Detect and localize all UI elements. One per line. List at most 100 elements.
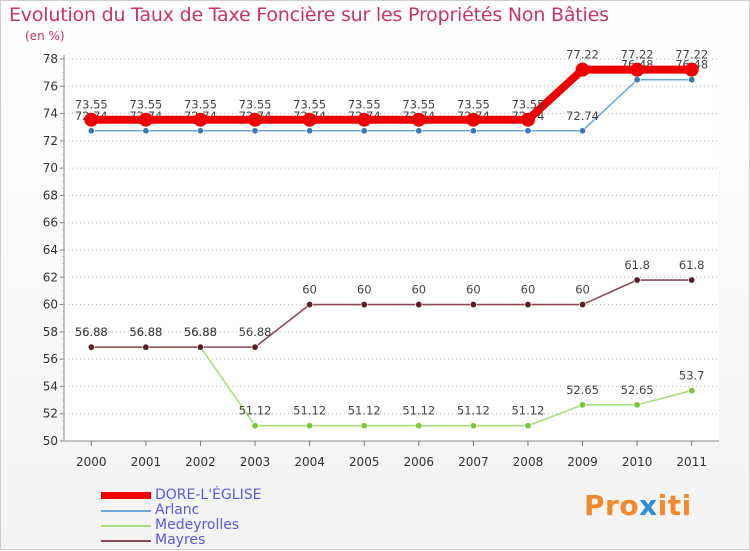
data-point-medeyrolles [415, 422, 423, 430]
data-point-dore-l-glise [302, 112, 317, 127]
legend-swatch [101, 540, 151, 542]
data-point-dore-l-glise [466, 112, 481, 127]
y-tick-label: 68 [43, 188, 58, 202]
data-point-arlanc [633, 76, 641, 84]
x-tick-label: 2009 [567, 455, 598, 469]
data-label-mayres: 56.88 [75, 325, 108, 339]
data-point-dore-l-glise [684, 62, 699, 77]
data-label-mayres: 61.8 [624, 258, 650, 272]
data-label-mayres: 60 [302, 283, 317, 297]
data-label-medeyrolles: 51.12 [348, 404, 381, 418]
data-label-mayres: 60 [411, 283, 426, 297]
data-point-dore-l-glise [84, 112, 99, 127]
data-label-medeyrolles: 52.65 [621, 383, 654, 397]
data-label-dore-l-glise: 73.55 [129, 98, 162, 112]
y-tick-label: 56 [43, 352, 58, 366]
data-label-medeyrolles: 56.88 [129, 325, 162, 339]
data-point-mayres [688, 276, 696, 284]
data-label-dore-l-glise: 73.55 [511, 98, 544, 112]
data-point-arlanc [87, 127, 95, 135]
data-point-medeyrolles [688, 387, 696, 395]
legend-label: DORE-L'ÉGLISE [155, 487, 262, 503]
y-tick-label: 70 [43, 161, 58, 175]
data-label-medeyrolles: 51.12 [511, 404, 544, 418]
y-tick-label: 74 [43, 107, 58, 121]
data-point-dore-l-glise [520, 112, 535, 127]
data-label-medeyrolles: 51.12 [402, 404, 435, 418]
data-point-arlanc [524, 127, 532, 135]
data-label-medeyrolles: 53.7 [679, 369, 705, 383]
data-label-mayres: 60 [575, 283, 590, 297]
data-point-arlanc [360, 127, 368, 135]
y-unit-label: (en %) [25, 29, 65, 43]
proxiti-logo: Proxiti [584, 489, 692, 522]
data-point-medeyrolles [579, 401, 587, 409]
x-tick-label: 2005 [349, 455, 380, 469]
data-point-mayres [251, 343, 259, 351]
data-point-mayres [524, 301, 532, 309]
data-point-medeyrolles [524, 422, 532, 430]
data-point-medeyrolles [360, 422, 368, 430]
data-point-mayres [196, 343, 204, 351]
data-point-mayres [306, 301, 314, 309]
x-tick-label: 2007 [458, 455, 489, 469]
data-point-medeyrolles [251, 422, 259, 430]
data-label-dore-l-glise: 73.55 [402, 98, 435, 112]
data-point-arlanc [688, 76, 696, 84]
data-point-dore-l-glise [630, 62, 645, 77]
y-tick-label: 50 [43, 434, 58, 448]
x-tick-label: 2004 [294, 455, 325, 469]
x-tick-label: 2000 [76, 455, 107, 469]
legend-label: Mayres [155, 532, 206, 548]
x-tick-label: 2010 [622, 455, 653, 469]
data-point-dore-l-glise [193, 112, 208, 127]
series-mayres: 56.88 56.88 56.88 56.88 60 60 60 60 60 60 61.8 61.8 [75, 258, 705, 351]
y-tick-label: 52 [43, 407, 58, 421]
data-point-dore-l-glise [357, 112, 372, 127]
data-point-arlanc [142, 127, 150, 135]
data-label-dore-l-glise: 73.55 [457, 98, 490, 112]
logo-part-1: Pro [584, 489, 640, 522]
data-point-dore-l-glise [138, 112, 153, 127]
data-label-dore-l-glise: 73.55 [184, 98, 217, 112]
y-tick-label: 66 [43, 216, 58, 230]
data-label-mayres: 61.8 [679, 258, 705, 272]
data-label-arlanc: 72.74 [566, 109, 599, 123]
series-line-dore-l-glise [87, 65, 696, 124]
y-tick-label: 72 [43, 134, 58, 148]
data-label-medeyrolles: 56.88 [75, 325, 108, 339]
data-label-dore-l-glise: 73.55 [348, 98, 381, 112]
x-tick-label: 2008 [513, 455, 544, 469]
data-label-mayres: 60 [357, 283, 372, 297]
data-point-mayres [360, 301, 368, 309]
data-label-dore-l-glise: 73.55 [293, 98, 326, 112]
data-point-mayres [469, 301, 477, 309]
data-point-mayres [87, 343, 95, 351]
data-point-dore-l-glise [248, 112, 263, 127]
y-tick-label: 76 [43, 79, 58, 93]
y-tick-label: 64 [43, 243, 58, 257]
legend-swatch [101, 510, 151, 512]
data-label-dore-l-glise: 77.22 [621, 48, 654, 62]
data-point-mayres [415, 301, 423, 309]
data-point-mayres [633, 276, 641, 284]
data-point-arlanc [415, 127, 423, 135]
x-tick-label: 2011 [676, 455, 707, 469]
legend-label: Medeyrolles [155, 517, 240, 533]
data-label-medeyrolles: 52.65 [566, 383, 599, 397]
x-tick-label: 2003 [240, 455, 271, 469]
data-label-medeyrolles: 51.12 [239, 404, 272, 418]
data-point-mayres [142, 343, 150, 351]
data-point-medeyrolles [469, 422, 477, 430]
chart-title: Evolution du Taux de Taxe Foncière sur l… [9, 4, 609, 26]
y-tick-label: 54 [43, 379, 58, 393]
data-label-medeyrolles: 51.12 [457, 404, 490, 418]
data-point-medeyrolles [306, 422, 314, 430]
data-point-arlanc [251, 127, 259, 135]
data-point-dore-l-glise [575, 62, 590, 77]
logo-part-2: x [639, 489, 658, 522]
data-label-mayres: 56.88 [239, 325, 272, 339]
data-label-mayres: 56.88 [129, 325, 162, 339]
x-tick-label: 2006 [404, 455, 435, 469]
